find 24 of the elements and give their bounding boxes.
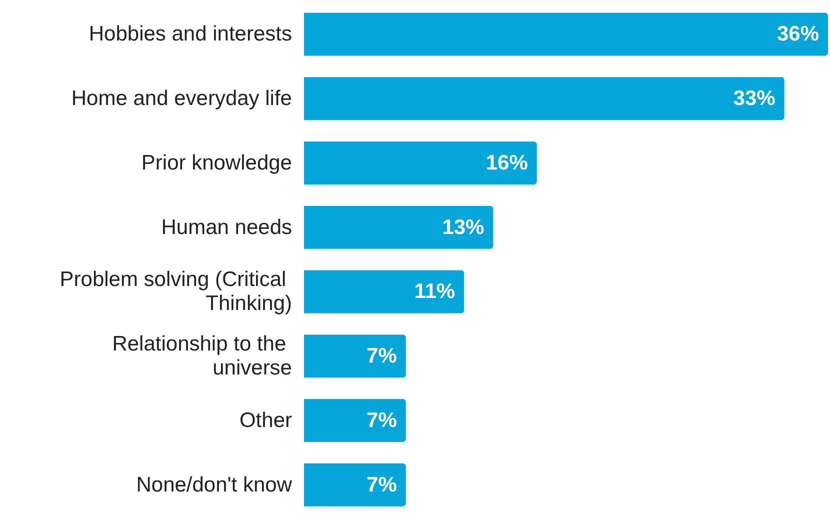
bar xyxy=(304,141,537,184)
bar xyxy=(304,463,406,506)
bar xyxy=(304,398,406,442)
data-label: 16% xyxy=(486,151,528,174)
data-label: 36% xyxy=(776,22,820,46)
data-label: 7% xyxy=(366,344,398,368)
y-tick-label: Home and everyday life xyxy=(71,87,292,110)
bar xyxy=(304,12,828,56)
data-label: 13% xyxy=(442,216,485,239)
data-label: 7% xyxy=(366,408,398,432)
y-tick-label: None/don't know xyxy=(136,473,293,496)
bar xyxy=(304,270,464,314)
bar xyxy=(304,77,784,120)
bar xyxy=(304,334,406,378)
y-tick-label: Relationship to the universe xyxy=(112,332,292,380)
y-tick-label: Hobbies and interests xyxy=(88,22,292,46)
data-label: 33% xyxy=(733,87,776,110)
y-tick-label: Prior knowledge xyxy=(141,151,292,174)
y-tick-label: Problem solving (Critical Thinking) xyxy=(60,268,292,316)
data-label: 11% xyxy=(414,280,456,304)
y-tick-label: Other xyxy=(239,408,292,432)
data-label: 7% xyxy=(366,473,398,496)
bar xyxy=(304,206,494,249)
y-tick-label: Human needs xyxy=(161,216,292,239)
